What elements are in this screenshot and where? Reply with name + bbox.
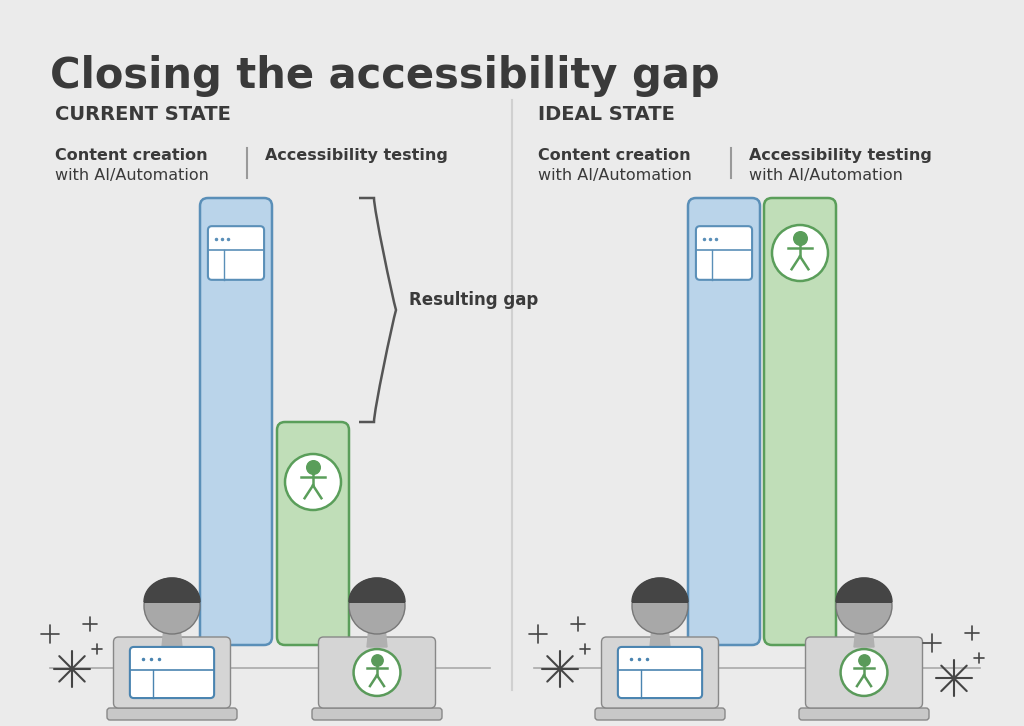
FancyBboxPatch shape: [799, 708, 929, 720]
FancyBboxPatch shape: [130, 647, 214, 698]
Circle shape: [772, 225, 828, 281]
Text: with AI/Automation: with AI/Automation: [55, 168, 209, 183]
Text: Content creation: Content creation: [538, 148, 690, 163]
Circle shape: [836, 578, 892, 634]
Circle shape: [632, 578, 688, 634]
Polygon shape: [809, 645, 919, 702]
Polygon shape: [144, 578, 200, 602]
Circle shape: [841, 649, 888, 696]
Text: Content creation: Content creation: [55, 148, 208, 163]
Polygon shape: [367, 627, 387, 647]
Text: Resulting gap: Resulting gap: [409, 291, 539, 309]
Circle shape: [285, 454, 341, 510]
Polygon shape: [836, 578, 892, 602]
FancyBboxPatch shape: [208, 227, 264, 280]
Polygon shape: [632, 578, 688, 602]
FancyBboxPatch shape: [617, 647, 702, 698]
FancyBboxPatch shape: [278, 422, 349, 645]
FancyBboxPatch shape: [806, 637, 923, 708]
Text: Accessibility testing: Accessibility testing: [749, 148, 932, 163]
FancyBboxPatch shape: [312, 708, 442, 720]
FancyBboxPatch shape: [318, 637, 435, 708]
FancyBboxPatch shape: [764, 198, 836, 645]
FancyBboxPatch shape: [595, 708, 725, 720]
FancyBboxPatch shape: [601, 637, 719, 708]
Circle shape: [349, 578, 406, 634]
FancyBboxPatch shape: [696, 227, 752, 280]
Polygon shape: [605, 645, 715, 702]
Text: with AI/Automation: with AI/Automation: [538, 168, 692, 183]
Text: with AI/Automation: with AI/Automation: [749, 168, 903, 183]
Polygon shape: [162, 627, 182, 647]
FancyBboxPatch shape: [106, 708, 237, 720]
FancyBboxPatch shape: [200, 198, 272, 645]
Circle shape: [144, 578, 200, 634]
FancyBboxPatch shape: [114, 637, 230, 708]
Text: Accessibility testing: Accessibility testing: [265, 148, 447, 163]
Polygon shape: [349, 578, 406, 602]
Polygon shape: [650, 627, 670, 647]
Polygon shape: [117, 645, 227, 702]
Text: CURRENT STATE: CURRENT STATE: [55, 105, 230, 124]
Circle shape: [353, 649, 400, 696]
Text: IDEAL STATE: IDEAL STATE: [538, 105, 675, 124]
Polygon shape: [854, 627, 874, 647]
Polygon shape: [322, 645, 432, 702]
FancyBboxPatch shape: [688, 198, 760, 645]
Text: Closing the accessibility gap: Closing the accessibility gap: [50, 55, 720, 97]
